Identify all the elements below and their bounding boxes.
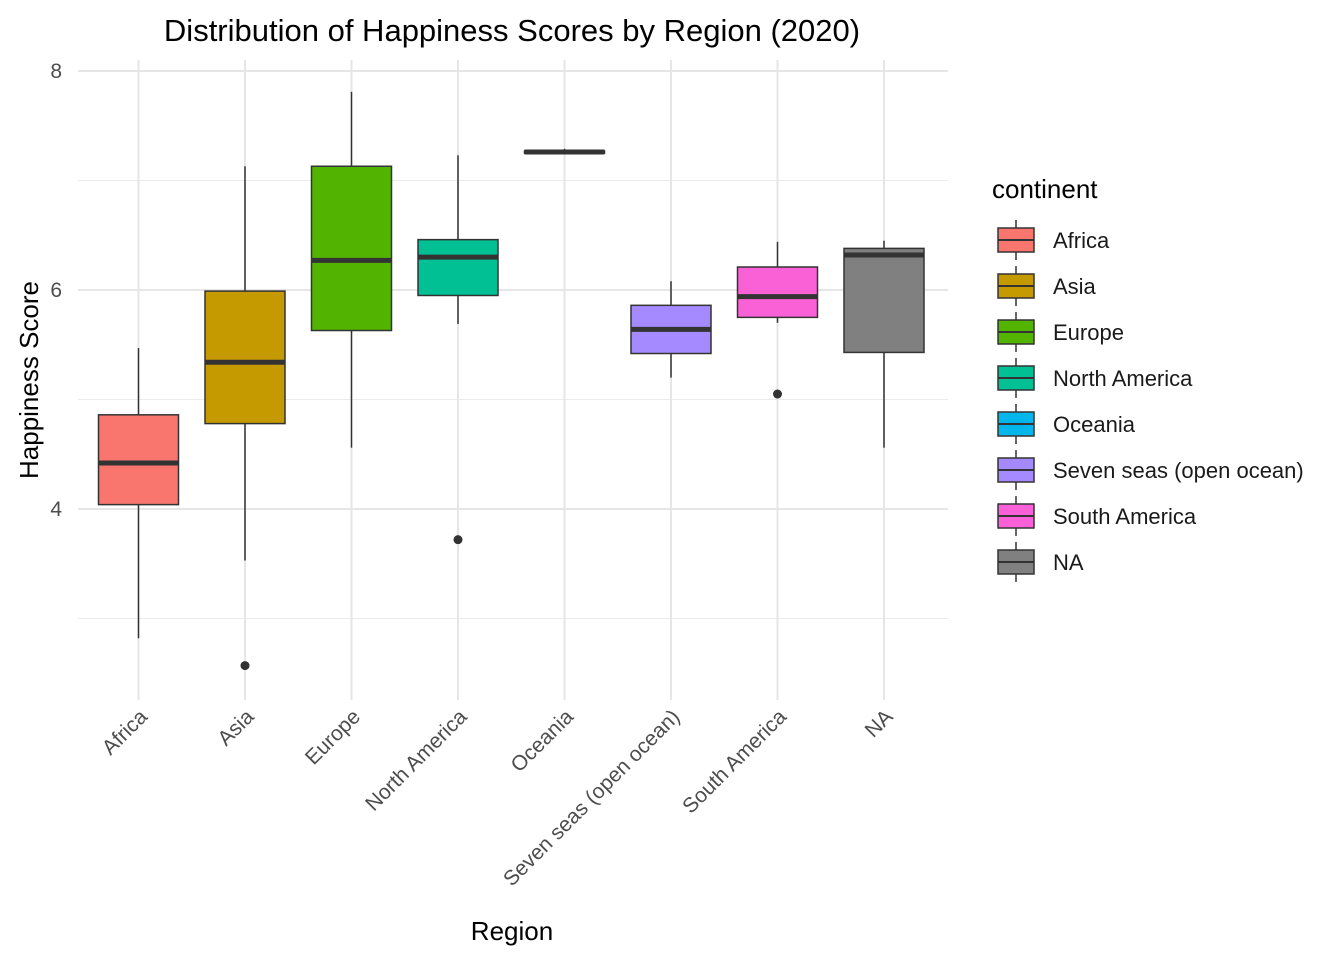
- legend-title: continent: [992, 174, 1098, 204]
- legend-item: Europe: [997, 312, 1124, 352]
- legend-label: Oceania: [1053, 412, 1136, 437]
- legend-item: NA: [997, 542, 1084, 582]
- y-axis-ticks: 4 6 8: [50, 60, 62, 521]
- y-axis-title: Happiness Score: [14, 281, 44, 479]
- x-tick-label: South America: [678, 705, 791, 818]
- iqr-box: [417, 238, 499, 297]
- x-tick-label: Seven seas (open ocean): [499, 705, 684, 890]
- box-seven-seas-open-ocean: [630, 281, 712, 378]
- legend-items: Africa Asia Europe North America Oceania Seve…: [997, 220, 1304, 582]
- legend-label: NA: [1053, 550, 1084, 575]
- chart-title: Distribution of Happiness Scores by Regi…: [164, 13, 860, 48]
- box-africa: [97, 348, 180, 639]
- y-tick-label: 4: [50, 498, 62, 521]
- x-axis-title: Region: [471, 916, 553, 946]
- box-oceania: [523, 148, 606, 155]
- boxes-layer: [97, 91, 925, 671]
- x-tick-label: Europe: [301, 705, 365, 769]
- legend-label: North America: [1053, 366, 1193, 391]
- legend-label: Seven seas (open ocean): [1053, 458, 1304, 483]
- iqr-box: [736, 266, 819, 319]
- legend-label: Asia: [1053, 274, 1097, 299]
- legend-item: Seven seas (open ocean): [997, 450, 1304, 490]
- legend-label: Africa: [1053, 228, 1110, 253]
- legend-item: North America: [997, 358, 1193, 398]
- x-tick-label: North America: [361, 705, 472, 816]
- box-asia: [204, 166, 286, 671]
- outlier-point: [453, 535, 463, 545]
- x-tick-label: Oceania: [506, 705, 578, 777]
- x-tick-label: NA: [861, 705, 898, 742]
- box-south-america: [736, 241, 819, 399]
- box-europe: [310, 91, 393, 448]
- legend-item: Oceania: [997, 404, 1136, 444]
- legend: continent Africa Asia Europe North America O…: [992, 174, 1304, 582]
- legend-label: Europe: [1053, 320, 1124, 345]
- outlier-point: [240, 661, 250, 671]
- x-tick-label: Africa: [98, 705, 152, 759]
- legend-item: Asia: [997, 266, 1097, 306]
- legend-item: South America: [997, 496, 1197, 536]
- iqr-box: [843, 247, 925, 354]
- iqr-box: [310, 165, 393, 332]
- y-tick-label: 8: [50, 60, 62, 83]
- x-tick-label: Asia: [213, 705, 258, 750]
- iqr-box: [97, 414, 180, 506]
- legend-item: Africa: [997, 220, 1110, 260]
- iqr-box: [204, 290, 286, 425]
- box-na: [843, 240, 925, 448]
- box-north-america: [417, 155, 499, 545]
- outlier-point: [773, 389, 782, 399]
- y-tick-label: 6: [50, 279, 62, 302]
- legend-label: South America: [1053, 504, 1197, 529]
